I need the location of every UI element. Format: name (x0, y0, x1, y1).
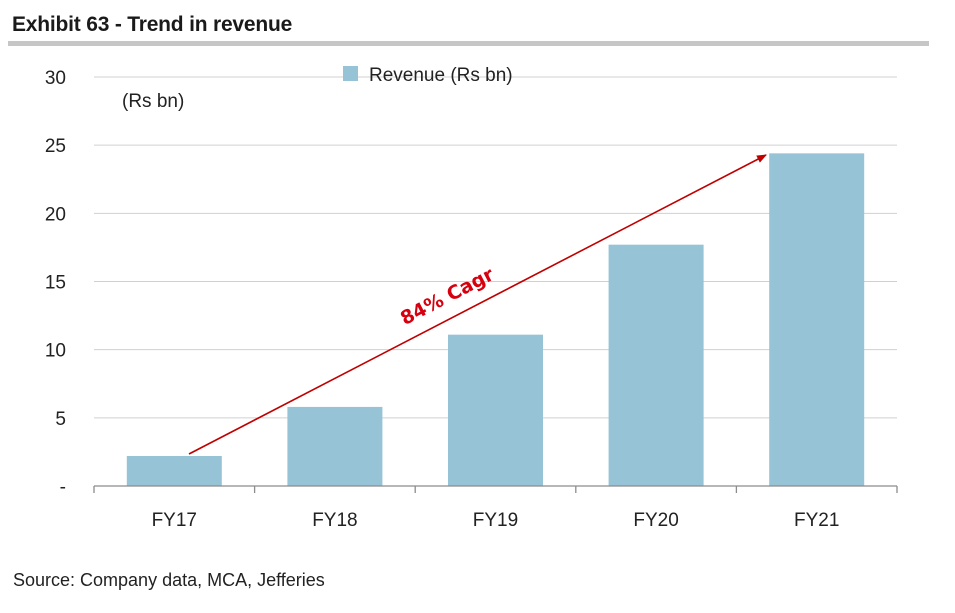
bar-fy19 (448, 334, 543, 486)
y-tick-label: 25 (45, 136, 66, 157)
y-tick-label: - (60, 477, 66, 498)
x-tick-label: FY17 (152, 510, 197, 531)
exhibit-title: Exhibit 63 - Trend in revenue (12, 13, 293, 36)
y-tick-label: 30 (45, 68, 66, 89)
cagr-arrow (188, 154, 767, 455)
title-divider (8, 41, 929, 46)
bar-fy21 (769, 153, 865, 486)
y-tick-label: 20 (45, 204, 66, 225)
bar-fy20 (608, 244, 704, 486)
y-tick-label: 15 (45, 273, 66, 294)
bar-fy17 (126, 456, 222, 486)
bar-fy18 (287, 406, 383, 486)
legend-swatch (343, 66, 358, 81)
legend: Revenue (Rs bn) (343, 65, 513, 86)
axes: - 5 10 15 20 25 30 FY17 FY18 FY19 FY20 FY21 (45, 68, 898, 531)
x-tick-label: FY19 (473, 510, 518, 531)
source-note: Source: Company data, MCA, Jefferies (13, 570, 325, 590)
y-tick-label: 10 (45, 341, 66, 362)
y-tick-label: 5 (55, 409, 66, 430)
legend-label: Revenue (Rs bn) (369, 65, 513, 86)
x-tick-label: FY20 (633, 510, 678, 531)
y-axis-unit-label: (Rs bn) (122, 91, 184, 112)
x-tick-label: FY21 (794, 510, 839, 531)
x-tick-label: FY18 (312, 510, 357, 531)
bars (126, 153, 865, 486)
